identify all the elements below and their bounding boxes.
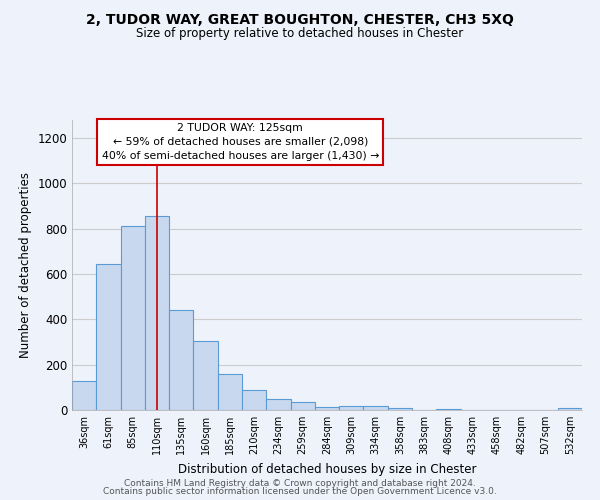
Bar: [266, 398, 290, 410]
Bar: [169, 310, 193, 410]
Bar: [218, 374, 242, 410]
Bar: [242, 390, 266, 410]
Y-axis label: Number of detached properties: Number of detached properties: [19, 172, 32, 358]
Bar: [72, 380, 96, 410]
Bar: [558, 408, 582, 410]
X-axis label: Distribution of detached houses by size in Chester: Distribution of detached houses by size …: [178, 462, 476, 475]
Text: Contains HM Land Registry data © Crown copyright and database right 2024.: Contains HM Land Registry data © Crown c…: [124, 478, 476, 488]
Bar: [339, 406, 364, 410]
Bar: [193, 341, 218, 410]
Bar: [315, 407, 339, 410]
Text: 2 TUDOR WAY: 125sqm
← 59% of detached houses are smaller (2,098)
40% of semi-det: 2 TUDOR WAY: 125sqm ← 59% of detached ho…: [101, 123, 379, 161]
Bar: [364, 406, 388, 410]
Bar: [96, 264, 121, 410]
Bar: [121, 226, 145, 410]
Bar: [388, 408, 412, 410]
Text: 2, TUDOR WAY, GREAT BOUGHTON, CHESTER, CH3 5XQ: 2, TUDOR WAY, GREAT BOUGHTON, CHESTER, C…: [86, 12, 514, 26]
Text: Contains public sector information licensed under the Open Government Licence v3: Contains public sector information licen…: [103, 487, 497, 496]
Bar: [145, 216, 169, 410]
Text: Size of property relative to detached houses in Chester: Size of property relative to detached ho…: [136, 28, 464, 40]
Bar: [290, 402, 315, 410]
